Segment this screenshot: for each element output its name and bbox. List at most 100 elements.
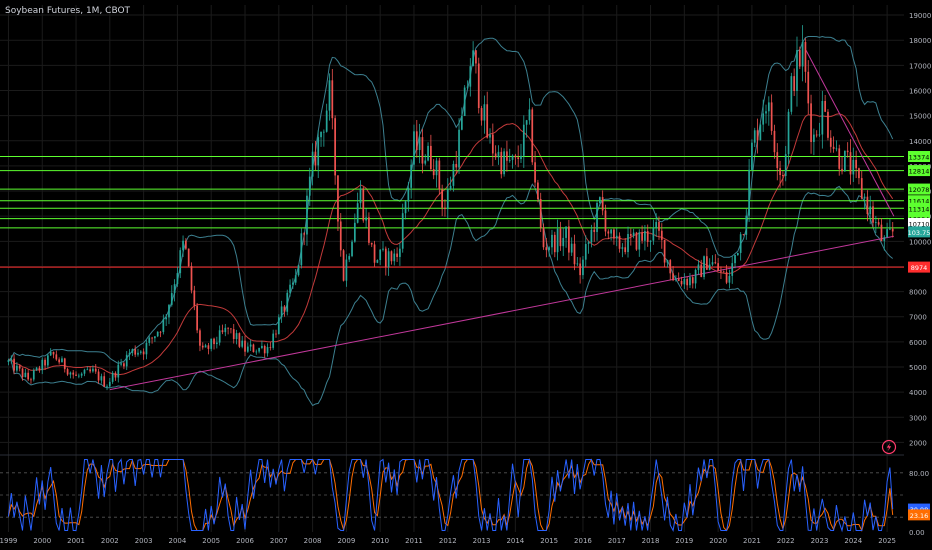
time-axis[interactable]: 1999 2000 2001 2002 2003 2004 2005 2006 2007 2008… (0, 537, 896, 545)
candle (469, 66, 472, 87)
candle (230, 328, 232, 330)
candle (297, 265, 300, 276)
candle (123, 363, 125, 367)
candle (762, 113, 765, 125)
candle (165, 317, 168, 320)
y-tick-label: 16000 (909, 87, 931, 95)
candle (644, 231, 646, 241)
candle (843, 150, 846, 172)
candles (7, 25, 894, 391)
candle (832, 146, 835, 149)
candle (624, 247, 627, 253)
candle (511, 155, 514, 160)
candle (663, 239, 666, 263)
candle (841, 168, 843, 172)
candle (745, 215, 748, 235)
candle (7, 360, 10, 362)
candle (677, 278, 680, 281)
candle (24, 372, 27, 378)
candle (154, 336, 156, 339)
candle (382, 248, 384, 250)
candle (658, 222, 660, 231)
candle (317, 137, 320, 166)
x-tick-label: 2013 (473, 537, 491, 545)
candle (384, 248, 387, 267)
level-price-tag: 12078 (909, 186, 930, 194)
candle (477, 63, 480, 109)
candle (593, 229, 596, 232)
candle (427, 145, 429, 161)
candle (207, 345, 210, 349)
candle (517, 157, 520, 160)
bollinger-lower (8, 183, 894, 407)
candle (396, 253, 398, 257)
level-price-tag-bg (908, 165, 930, 177)
candle (199, 330, 201, 346)
y-tick-label: 5000 (909, 364, 927, 372)
candle (880, 224, 883, 241)
candle (47, 355, 49, 366)
candle (182, 240, 184, 251)
candle (269, 347, 272, 348)
candle (370, 242, 373, 245)
last-price-tag: 103.75 (908, 229, 931, 237)
stoch-d-tag: 23.16 (910, 512, 929, 520)
candle (689, 277, 691, 286)
candle (810, 103, 812, 142)
candle (545, 247, 548, 251)
level-price-tag-bg (908, 195, 930, 207)
candle (373, 244, 376, 263)
candle (784, 154, 787, 176)
candle (170, 293, 173, 305)
candle (596, 202, 598, 232)
candle (728, 275, 731, 283)
candle (314, 151, 317, 166)
candle (576, 263, 579, 265)
candle (179, 250, 182, 274)
candle (72, 372, 75, 375)
x-tick-label: 2008 (304, 537, 322, 545)
candle (491, 134, 494, 154)
candle (582, 259, 584, 276)
candle (672, 273, 674, 281)
price-axis[interactable]: 2000300040005000600070008000900010000110… (909, 12, 931, 537)
candle (294, 275, 297, 283)
candle (92, 368, 94, 372)
candle (244, 340, 246, 352)
candle (736, 252, 739, 255)
candle (615, 235, 618, 239)
candle (773, 130, 776, 153)
lightning-icon[interactable] (881, 439, 897, 455)
candle (503, 151, 505, 175)
candle (731, 263, 734, 276)
candle (587, 242, 590, 244)
x-tick-label: 2009 (337, 537, 355, 545)
candle (621, 247, 624, 249)
y-tick-label: 3000 (909, 414, 927, 422)
bollinger-upper (8, 35, 894, 365)
candle (139, 351, 142, 353)
y-tick-label: 14000 (909, 138, 931, 146)
candle (480, 108, 483, 121)
candle (353, 222, 356, 242)
candle (303, 233, 306, 235)
candle (514, 155, 517, 158)
candle (131, 349, 134, 353)
candle (607, 231, 610, 234)
candle (325, 110, 328, 132)
candle (368, 217, 370, 243)
candle (18, 365, 21, 369)
candle (751, 142, 753, 170)
candle (120, 363, 122, 365)
candle (531, 109, 534, 163)
candle (61, 358, 63, 363)
candle (337, 175, 339, 222)
candle (280, 306, 283, 318)
candle (537, 182, 539, 200)
candle (770, 102, 773, 131)
candle (598, 197, 601, 203)
x-tick-label: 2021 (743, 537, 761, 545)
candle (255, 351, 258, 353)
candle (224, 327, 227, 333)
